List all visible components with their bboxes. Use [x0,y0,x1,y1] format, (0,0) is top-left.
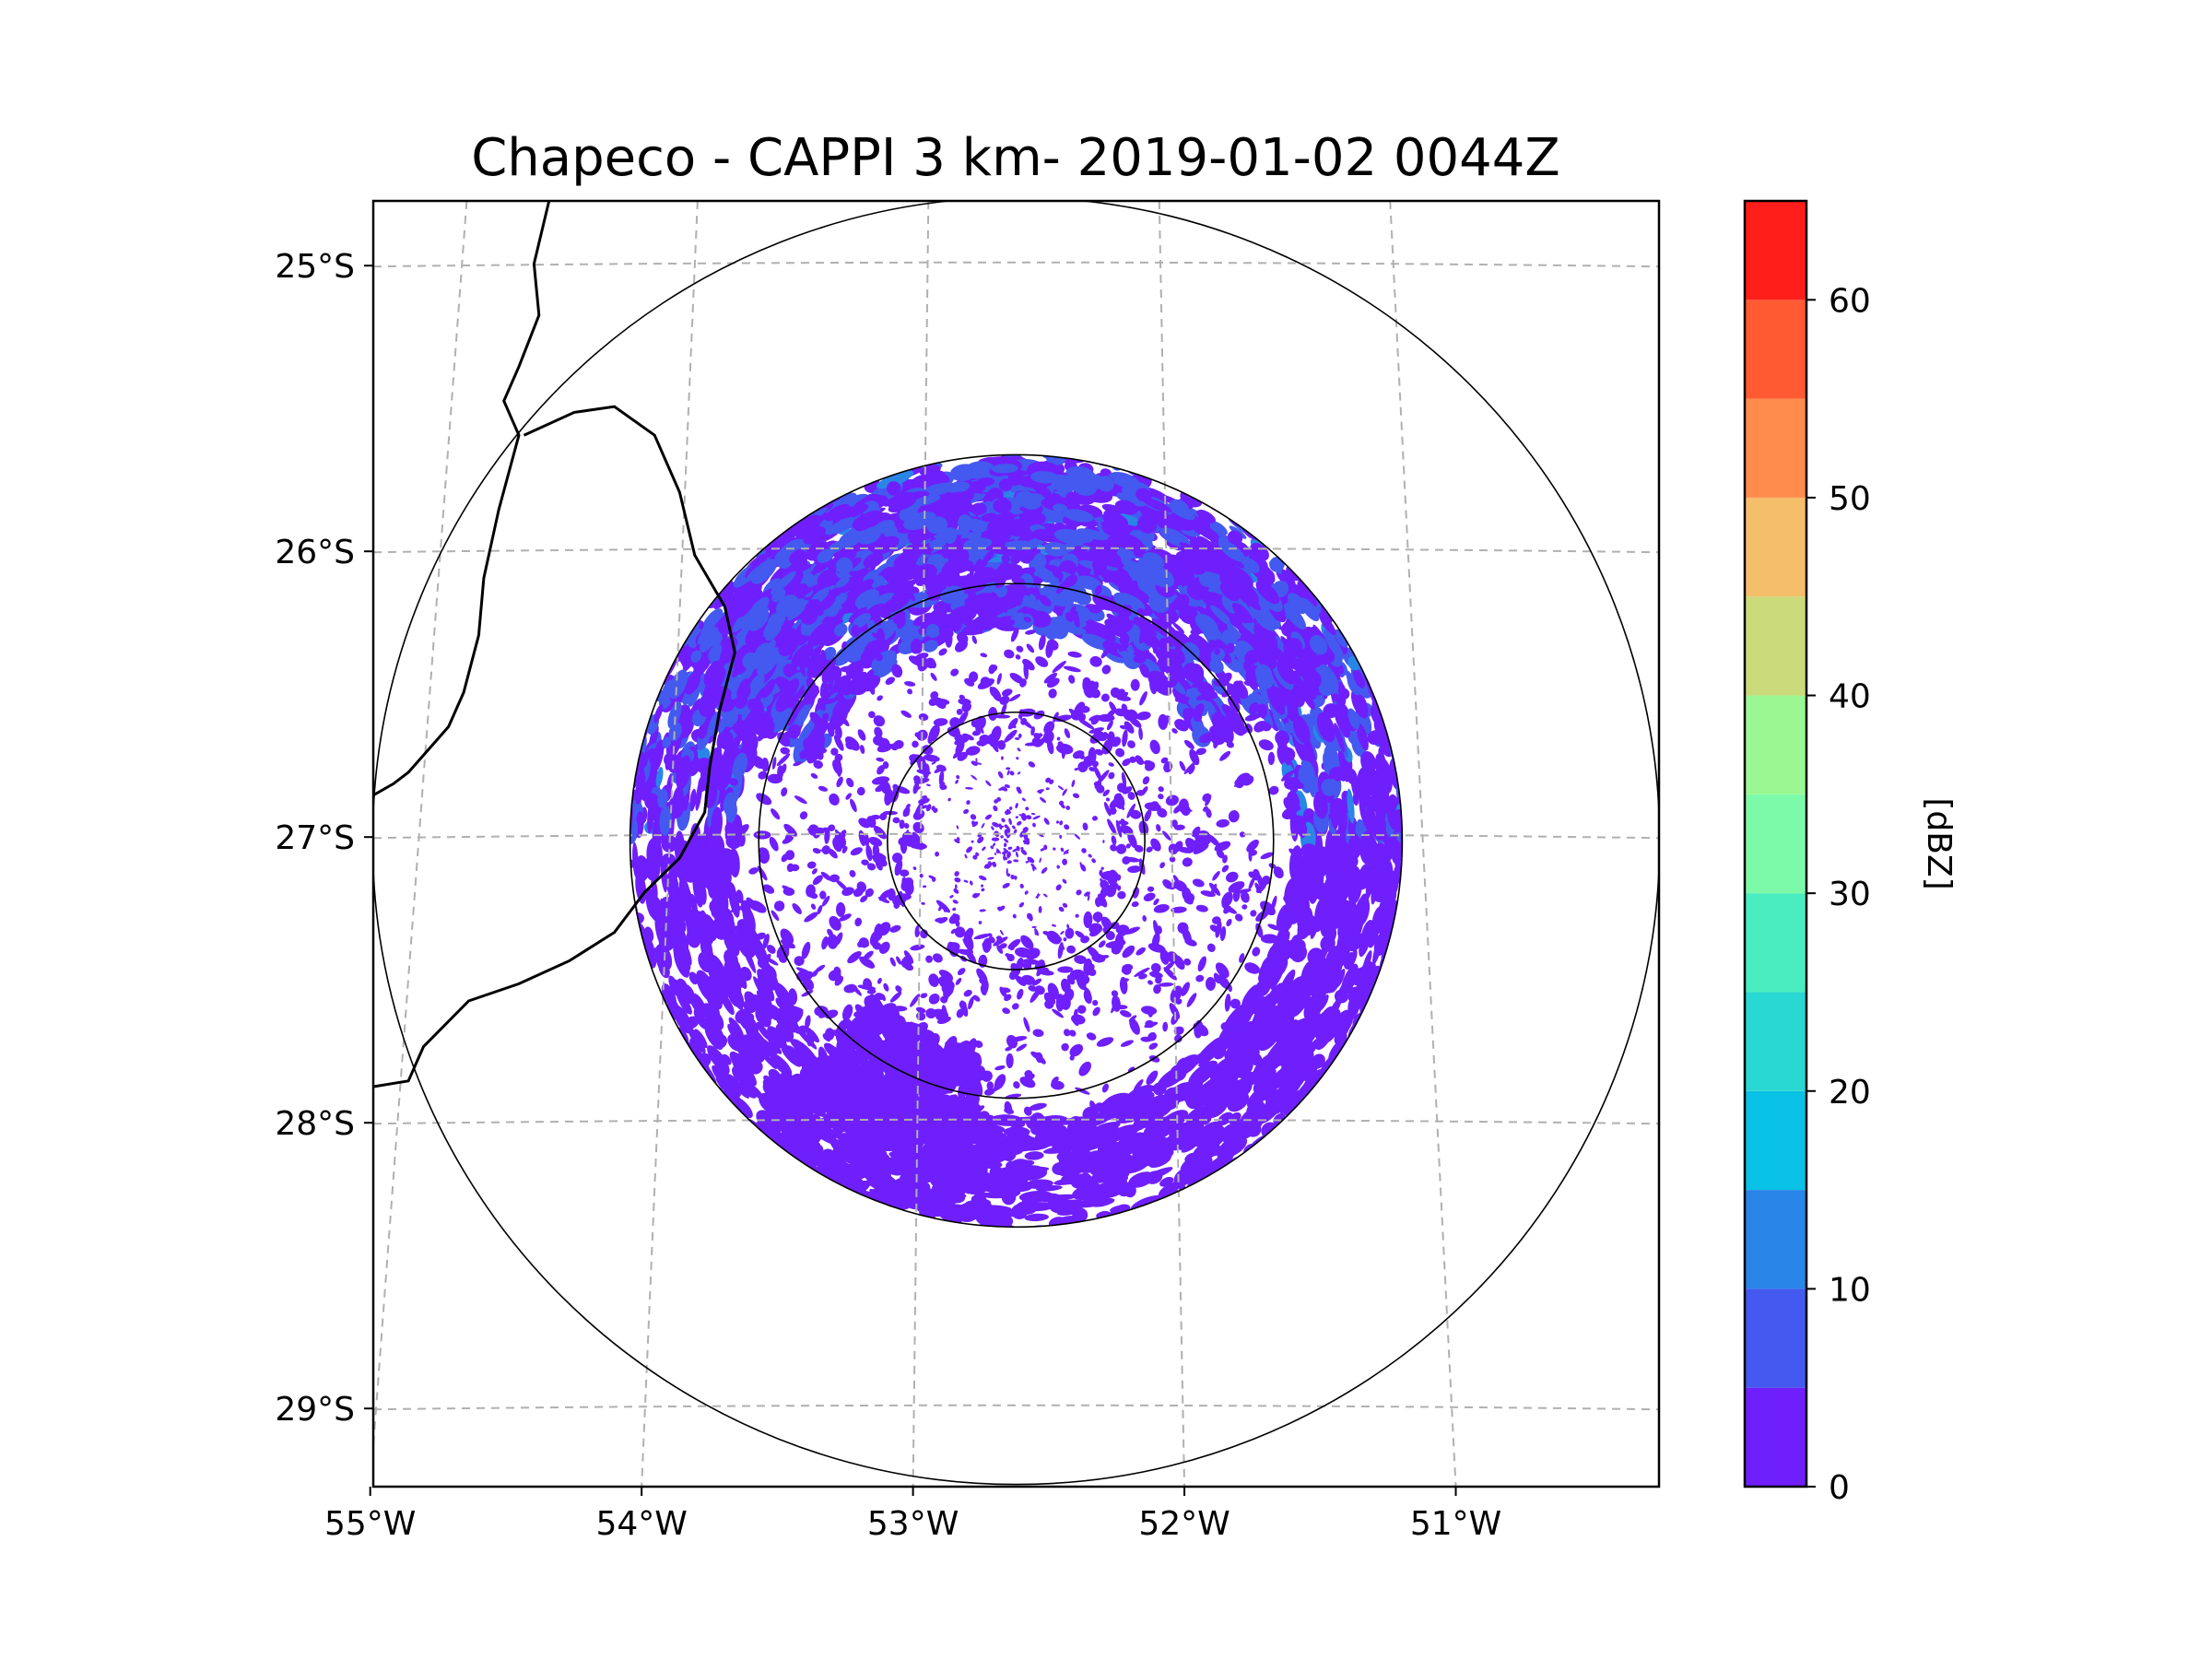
echo-cell [1004,1126,1030,1137]
echo-cell [986,1081,994,1090]
echo-cell [693,1008,708,1030]
echo-cell [958,1203,982,1219]
reflectivity-echoes [629,454,1403,1228]
echo-cell [1306,722,1322,749]
echo-cell [722,1053,732,1065]
map-panel [373,201,1659,1487]
echo-cell [1318,994,1329,1011]
echo-cell [1352,793,1359,806]
echo-cell [851,624,860,638]
echo-cell [1024,1151,1044,1160]
echo-cell [1260,934,1279,944]
echo-cell [728,1017,744,1039]
echo-cell [1000,1171,1037,1180]
echo-cell [695,747,711,761]
echo-cell [739,1080,757,1099]
echo-cell [1097,713,1115,723]
echo-cell [1006,1053,1014,1069]
echo-cell [707,824,721,853]
echo-cell [1003,1183,1032,1193]
echo-cell [773,982,793,1007]
echo-cell [1110,1205,1125,1213]
echo-cell [1147,1091,1155,1099]
echo-cell [689,788,697,812]
echo-cell [1130,678,1140,691]
chart-title: Chapeco - CAPPI 3 km- 2019-01-02 0044Z [471,128,1560,188]
echo-cell [835,901,846,917]
